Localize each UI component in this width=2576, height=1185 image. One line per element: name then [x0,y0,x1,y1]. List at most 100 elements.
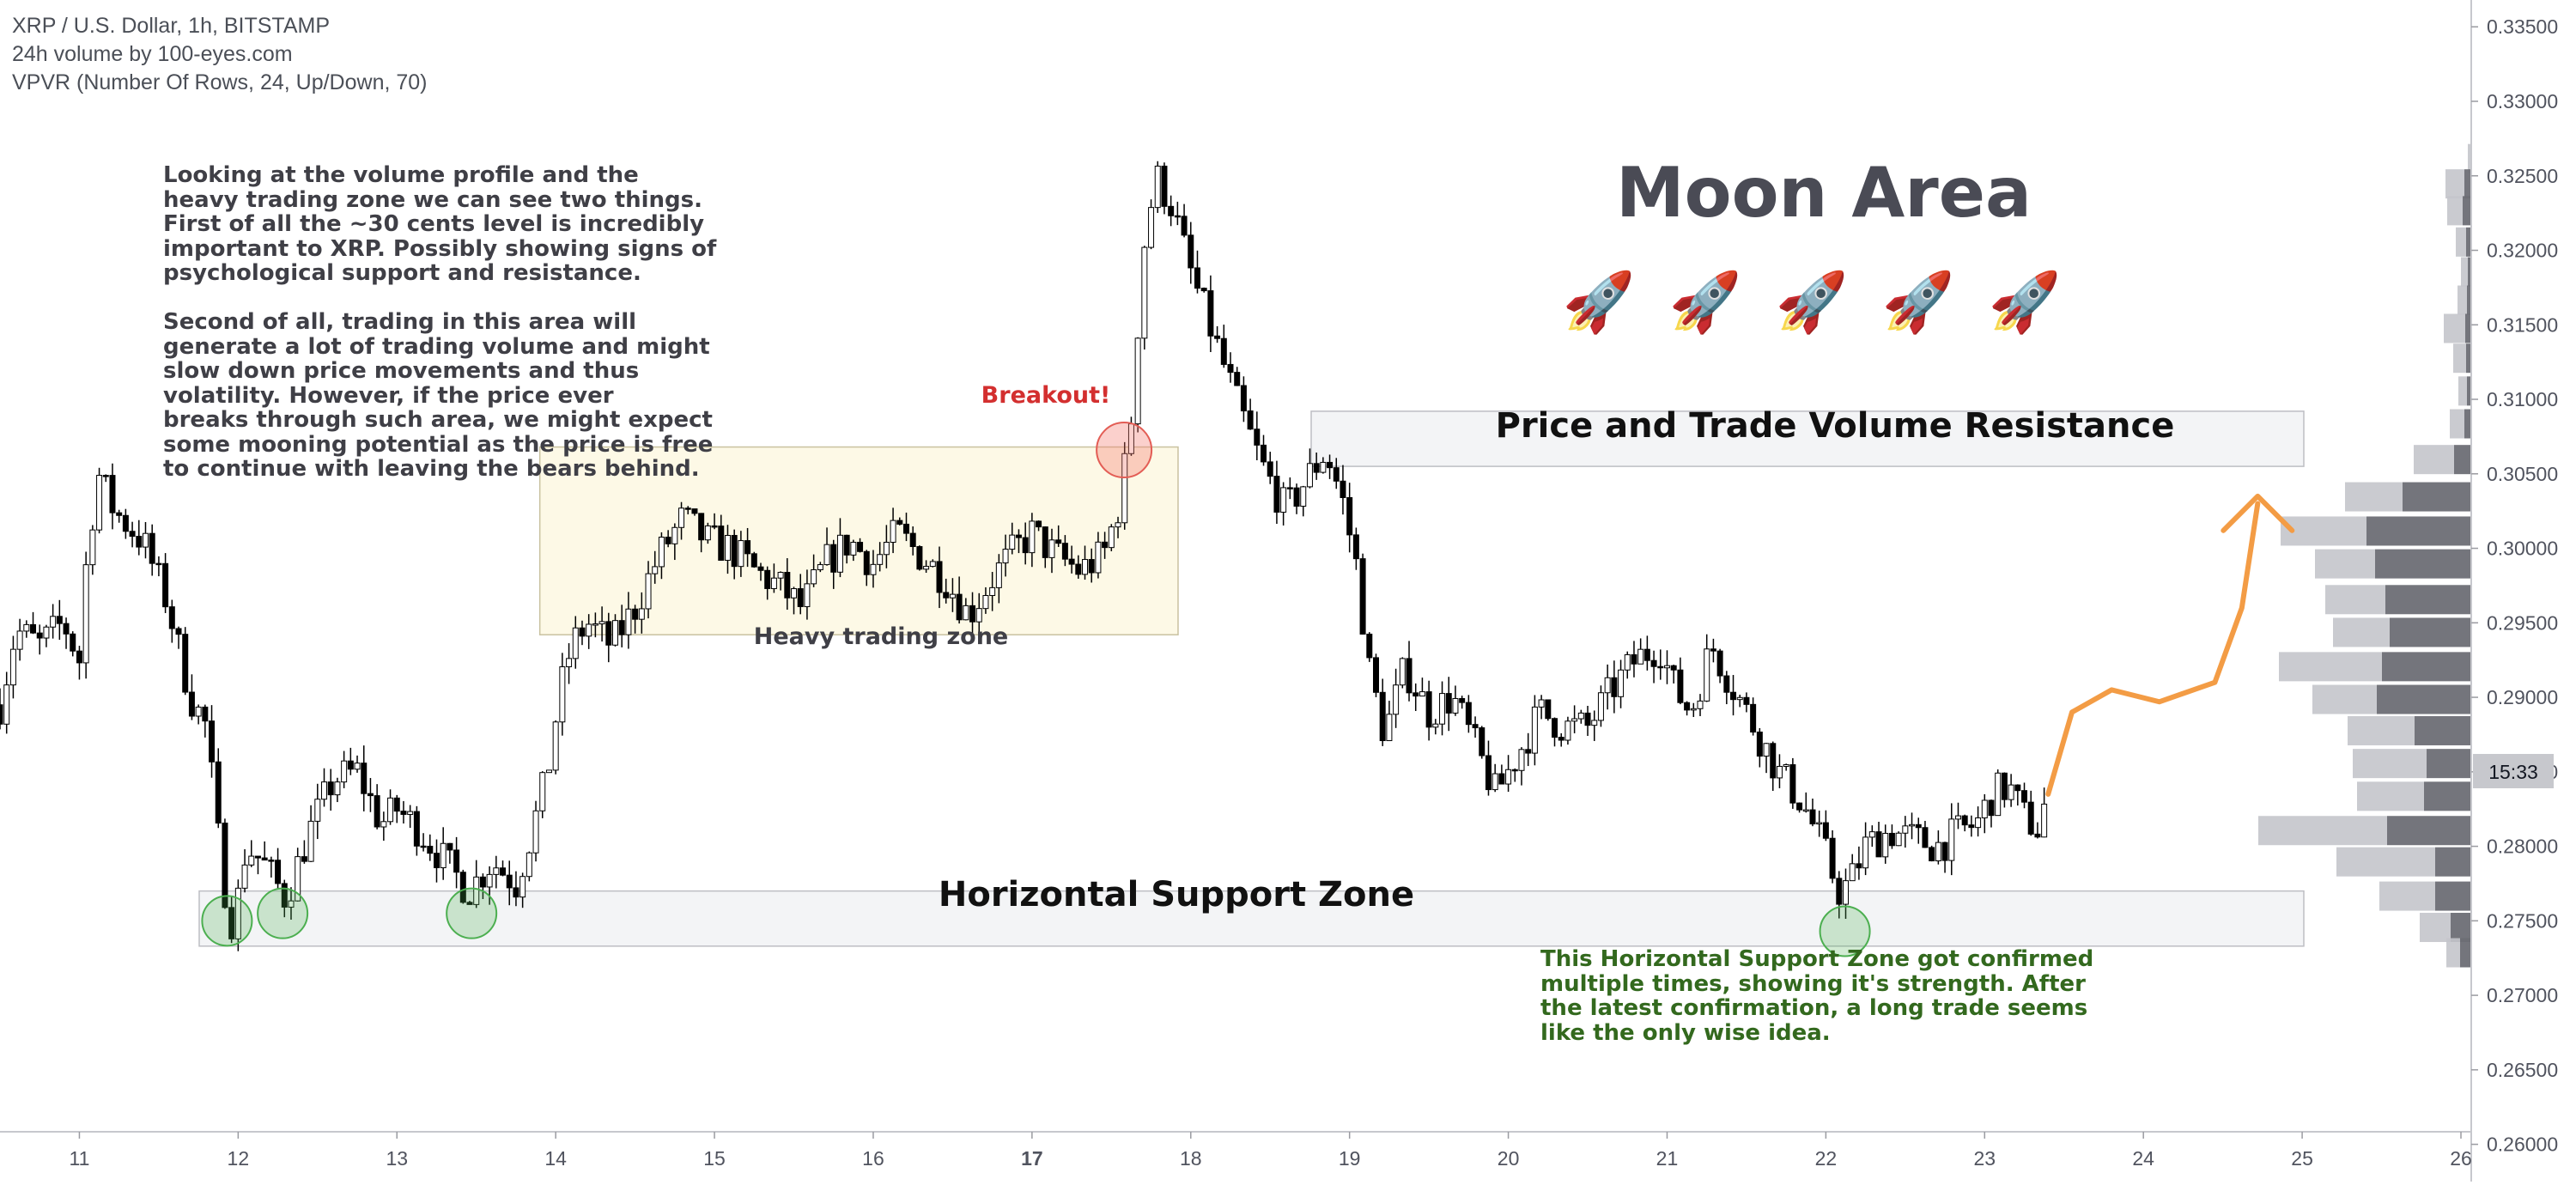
candles-layer [0,161,2048,951]
candle-body [254,855,261,859]
candle-body [1650,659,1657,667]
candle-body [1088,559,1095,574]
support-zone-label: Horizontal Support Zone [939,875,1414,915]
volume-profile-bar-up-2 [2463,196,2471,226]
candle-body [222,823,228,908]
candle-body [295,856,301,902]
candle-body [1929,847,1935,862]
candle-body [1988,799,1995,817]
candle-body [1068,558,1075,565]
candle-body [248,855,255,866]
candle-body [744,540,751,555]
candle-body [1875,831,1882,858]
candle-body [698,513,705,541]
price-tick-label-12: 0.27500 [2487,909,2558,932]
candle-body [1346,496,1353,536]
candle-body [857,542,864,552]
candle-body [1704,648,1710,702]
candle-body [1459,697,1466,703]
resistance-zone-label: Price and Trade Volume Resistance [1496,406,2175,446]
support-zone-box [198,890,2305,947]
candle-body [1327,461,1334,469]
time-tick-label-8: 19 [1339,1147,1361,1170]
candle-body [1386,714,1393,742]
candle-body [1882,832,1889,858]
candle-body [2008,784,2014,800]
candle-body [559,665,566,723]
candle-body [23,623,30,632]
volume-profile-bar-down-17 [2312,684,2377,714]
candle-body [989,586,996,597]
candle-body [1822,822,1829,839]
candle-body [545,769,552,774]
candle-body [638,608,645,620]
support-touch-marker-0 [201,895,253,947]
candle-body [1670,665,1677,671]
candle-body [877,554,884,565]
candle-body [1631,653,1637,665]
rocket-icon-4: 🚀 [1989,269,2062,337]
volume-profile-bar-up-18 [2415,715,2471,745]
candle-body [1300,486,1307,507]
candle-body [407,811,414,815]
candle-body [195,706,202,717]
price-tick-label-15: 0.26000 [2487,1133,2558,1156]
candle-body [916,546,923,570]
time-tick-label-9: 20 [1498,1147,1520,1170]
candle-body [1954,815,1961,820]
candle-body [526,852,532,878]
candle-body [883,542,890,556]
candle-body [427,845,434,854]
candle-body [1505,769,1512,785]
candle-body [1227,363,1234,374]
candle-body [182,634,189,693]
candle-body [387,797,394,823]
candle-body [321,781,328,800]
volume-profile-bar-down-4 [2461,257,2468,287]
candle-body [1888,832,1895,847]
volume-profile-bar-up-24 [2451,913,2471,943]
volume-profile-bar-down-10 [2414,445,2454,475]
candle-body [671,526,678,544]
candle-body [1009,534,1016,550]
volume-profile-bar-up-14 [2385,585,2471,615]
candle-body [16,630,23,650]
candle-body [618,620,625,635]
candle-body [2014,784,2021,792]
volume-profile-bar-down-16 [2279,652,2382,682]
candle-body [56,616,63,624]
volume-profile-bar-up-1 [2464,169,2471,199]
price-tick-label-3: 0.32000 [2487,240,2558,262]
volume-profile-bar-up-15 [2390,617,2471,647]
candle-body [1868,831,1875,838]
vpvr-indicator-title[interactable]: VPVR (Number Of Rows, 24, Up/Down, 70) [12,70,428,94]
volume-profile-bar-up-5 [2467,285,2471,315]
candle-body [1856,863,1862,869]
candle-body [929,561,936,568]
candle-body [1571,718,1578,722]
candle-body [943,592,950,599]
candle-body [612,620,618,646]
resistance-zone-box [1310,410,2305,467]
candle-body [843,534,850,556]
candle-body [202,706,209,722]
volume-profile-bar-up-8 [2467,376,2471,406]
candle-body [1618,669,1625,697]
time-tick-label-7: 18 [1180,1147,1202,1170]
candle-body [870,563,877,575]
candle-body [9,648,16,686]
symbol-title[interactable]: XRP / U.S. Dollar, 1h, BITSTAMP [12,14,331,38]
volume-profile-bar-up-13 [2375,549,2471,579]
candle-body [1036,520,1042,528]
candle-body [896,520,903,525]
volume-indicator-title[interactable]: 24h volume by 100-eyes.com [12,42,293,66]
candle-body [1055,539,1062,544]
volume-profile-bar-down-12 [2281,516,2366,546]
volume-profile-bar-down-3 [2456,227,2466,257]
volume-profile-bar-up-9 [2464,409,2471,439]
candle-body [433,853,440,869]
candle-body [1895,832,1902,847]
candle-body [1022,537,1029,554]
